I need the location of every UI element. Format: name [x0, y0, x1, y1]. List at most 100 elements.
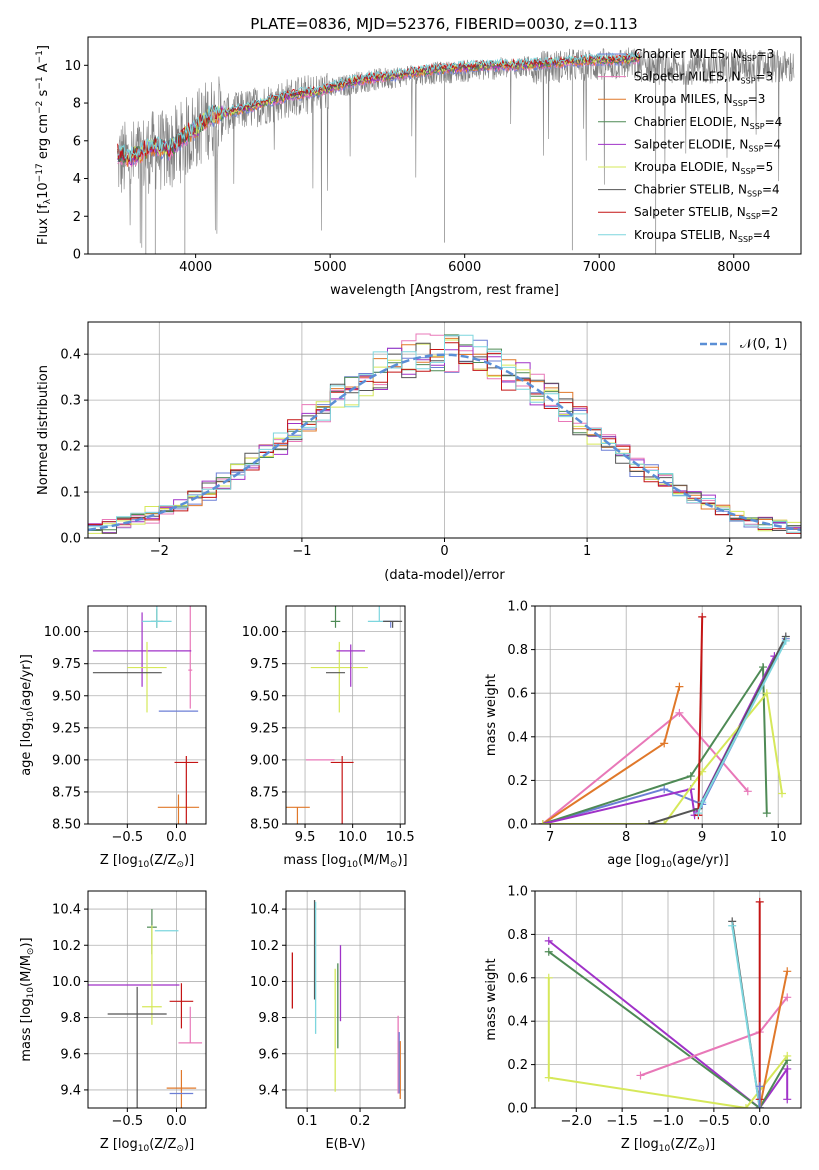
residuals-panel: −2 −1 0 1 2 0.0 0.1 0.2 0.3 0.4 (data-model)/error…	[36, 321, 802, 583]
label-part: Z [log	[621, 1137, 659, 1152]
plot-area	[117, 47, 795, 254]
label-part: ⊙	[176, 1144, 184, 1154]
label-part: 10	[138, 1144, 150, 1154]
x-axis-label: Z [log10(Z/Z⊙)]	[621, 1137, 715, 1154]
label-part: ⊙	[697, 1144, 705, 1154]
legend-entry: Kroupa STELIB, NSSP=4	[634, 228, 771, 244]
y-tick-label: 9.6	[258, 1047, 279, 1062]
x-tick-label: 0.0	[166, 830, 187, 845]
weight-marker-salpeter_miles	[636, 1071, 645, 1080]
label-part: (Z/Z	[149, 853, 176, 868]
axes-frame	[285, 605, 406, 825]
weight-marker-chabrier_miles	[755, 1104, 764, 1108]
label-part: 10	[347, 860, 359, 870]
plot-area	[92, 606, 200, 824]
x-tick-label: 9	[698, 830, 706, 845]
y-axis-label: Normed distribution	[36, 365, 51, 495]
normal-curve	[88, 353, 801, 532]
legend-label: Chabrier STELIB, N	[634, 183, 747, 197]
y-tick-label: 9.8	[258, 1011, 279, 1026]
weight-line-kroupa_elodie	[547, 977, 788, 1108]
data-spectrum	[117, 47, 795, 248]
weight-marker-salpeter_stelib	[698, 612, 707, 621]
x-tick-label: −1.0	[652, 1114, 684, 1129]
label-part: λ	[43, 198, 53, 204]
label-part: Flux [f	[36, 204, 51, 245]
weight-line-chabrier_elodie	[548, 950, 789, 1108]
label-part: )]	[705, 1137, 715, 1152]
y-tick-label: 0.1	[60, 486, 81, 501]
weight-marker-kroupa_elodie	[783, 1051, 792, 1060]
legend-sub: SSP	[750, 122, 765, 131]
x-tick-label: −1	[292, 544, 311, 559]
label-part: ⊙	[176, 860, 184, 870]
legend-entry: Salpeter STELIB, NSSP=2	[634, 205, 778, 221]
y-axis-label: mass weight	[484, 674, 499, 756]
legend-sub: SSP	[746, 212, 761, 221]
legend-sub: SSP	[741, 77, 756, 86]
weight-marker-kroupa_stelib	[728, 921, 737, 930]
legend-sub: SSP	[738, 235, 753, 244]
weight-marker-chabrier_miles	[755, 1082, 764, 1091]
weight-line-chabrier_elodie	[542, 663, 768, 824]
weight-marker-kroupa_stelib	[781, 636, 790, 645]
y-tick-label: 9.8	[60, 1011, 81, 1026]
y-tick-label: 10.0	[250, 975, 279, 990]
y-tick-label: 0.0	[507, 1102, 528, 1117]
x-tick-label: 0.0	[749, 1114, 770, 1129]
y-tick-label: 9.75	[52, 657, 81, 672]
legend-label: Chabrier MILES, N	[634, 47, 742, 61]
y-tick-label: 8.50	[52, 818, 81, 833]
label-part: age [log	[607, 853, 660, 868]
model-line-salpeter_stelib	[117, 51, 641, 163]
y-tick-label: 10.4	[52, 903, 81, 918]
legend-sub: SSP	[733, 99, 748, 108]
weight-marker-kroupa_miles	[660, 739, 669, 748]
label-part: mass [log	[283, 853, 346, 868]
label-part: )]	[184, 1137, 194, 1152]
x-tick-label: 7	[546, 830, 554, 845]
label-part: erg cm	[36, 114, 51, 163]
weight-marker-kroupa_elodie	[538, 820, 547, 824]
label-part: (Z/Z	[670, 1137, 697, 1152]
axes-frame	[87, 605, 207, 825]
y-tick-label: 0.4	[507, 730, 528, 745]
weight-marker-chabrier_elodie	[762, 809, 771, 818]
weight-line-salpeter_elodie	[548, 940, 789, 1108]
label-part: )]	[184, 853, 194, 868]
label-part: )]	[19, 937, 34, 947]
x-tick-label: 10	[770, 830, 787, 845]
label-part: )]	[397, 853, 407, 868]
y-tick-label: 8.50	[250, 818, 279, 833]
weight-marker-kroupa_miles	[783, 967, 792, 976]
y-tick-label: 9.25	[250, 721, 279, 736]
y-tick-label: 10.00	[242, 625, 279, 640]
weight-marker-kroupa_elodie	[544, 973, 553, 982]
weight-marker-salpeter_elodie	[783, 1064, 792, 1073]
x-tick-label: 7000	[583, 260, 616, 275]
y-tick-label: 6	[73, 134, 81, 149]
label-part: 10	[26, 711, 36, 723]
y-axis-label: mass [log10(M/M⊙)]	[19, 937, 36, 1061]
legend-label: Kroupa ELODIE, N	[634, 160, 741, 174]
y-tick-label: 0.6	[507, 687, 528, 702]
axes-frame	[285, 890, 406, 1109]
weight-marker-kroupa_stelib	[694, 809, 703, 818]
weight-marker-chabrier_elodie	[759, 663, 767, 672]
y-tick-label: 0.8	[507, 928, 528, 943]
y-tick-label: 0.2	[507, 774, 528, 789]
weight-marker-chabrier_stelib	[645, 820, 653, 824]
legend-entry: Chabrier ELODIE, NSSP=4	[634, 115, 782, 131]
y-tick-label: 0	[73, 248, 81, 263]
legend-sub: SSP	[748, 144, 763, 153]
label-part: 10	[138, 860, 150, 870]
label-part: −1	[35, 50, 45, 63]
age-vs-Z-panel: −0.5 0.0 8.50 8.75 9.00 9.25 9.50 9.75 10.00 Z [l…	[19, 605, 207, 870]
x-tick-label: 9.5	[295, 830, 316, 845]
weight-vs-Z-panel: −2.0 −1.5 −1.0 −0.5 0.0 0.0 0.2 0.4 0.6 0.8 1.0 Z […	[484, 885, 802, 1154]
model-line-kroupa_stelib	[117, 51, 640, 161]
weight-marker-kroupa_miles	[675, 682, 684, 691]
legend-value: =4	[753, 228, 771, 242]
x-axis-label: Z [log10(Z/Z⊙)]	[100, 1137, 194, 1154]
